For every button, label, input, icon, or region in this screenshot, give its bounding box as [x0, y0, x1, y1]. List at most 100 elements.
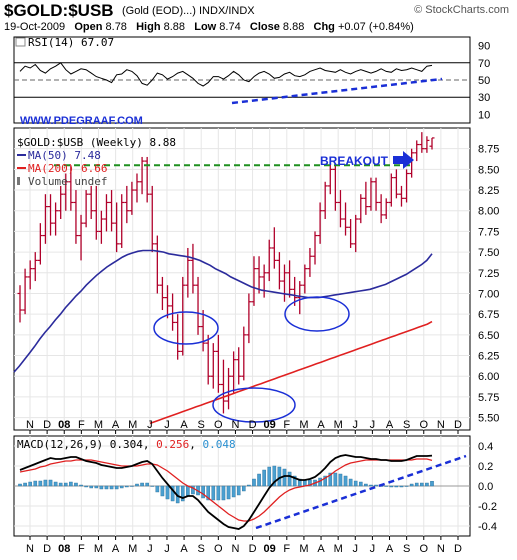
- price-bar: [414, 140, 420, 162]
- quote-line: 19-Oct-2009 Open 8.78 High 8.88 Low 8.74…: [4, 21, 414, 33]
- macd-hist-bar: [89, 485, 94, 489]
- close-label: Close: [249, 21, 280, 33]
- macd-hist-bar: [236, 485, 241, 496]
- x-tick-label: N: [437, 543, 445, 555]
- x-axis-bottom: N D 08 F M A M J J A S O N D 09 F M A M J J A S O N D: [26, 536, 462, 555]
- rsi-line: [19, 62, 433, 87]
- x-tick-label: M: [299, 543, 308, 555]
- macd-hist-bar: [358, 481, 363, 487]
- price-bar: [281, 264, 287, 302]
- macd-hist-bar: [369, 484, 373, 487]
- macd-hist-bar: [84, 485, 88, 488]
- macd-hist-bar: [404, 485, 409, 487]
- price-bar: [83, 190, 89, 228]
- price-bar: [419, 132, 425, 153]
- price-tick-label: 7.25: [478, 268, 499, 280]
- x-tick-label: D: [249, 543, 257, 555]
- macd-hist-bar: [63, 482, 68, 487]
- price-bar: [165, 285, 171, 319]
- price-bar: [129, 181, 135, 215]
- price-panel: BREAKOUT WWW.PDEGRAAF.COM $GOLD:$USB (We…: [13, 115, 499, 431]
- macd-label-prefix: MACD(12,26,9): [17, 438, 103, 451]
- x-tick-label: D: [43, 543, 51, 555]
- x-tick-label: S: [198, 419, 205, 431]
- macd-hist-bar: [18, 483, 22, 487]
- macd-hist-bar: [130, 485, 134, 487]
- price-bar: [236, 347, 242, 385]
- price-bar: [251, 256, 257, 306]
- price-bar: [159, 276, 165, 311]
- x-tick-label: M: [128, 543, 137, 555]
- price-tick-label: 6.25: [478, 351, 499, 363]
- macd-hist-bar: [94, 485, 99, 489]
- price-tick-label: 8.50: [478, 164, 499, 176]
- macd-tick-label: 0.2: [478, 461, 493, 473]
- macd-hist-bar: [145, 482, 149, 487]
- macd-hist-bar: [394, 485, 399, 488]
- legend-ma200: MA(200) 6.66: [28, 162, 107, 175]
- website-label: WWW.PDEGRAAF.COM: [20, 115, 143, 127]
- rsi-legend-swatch: [15, 37, 26, 47]
- rsi-tick-label: 30: [478, 92, 490, 104]
- brand-credit: © StockCharts.com: [414, 4, 509, 16]
- macd-hist-bar: [409, 483, 414, 487]
- x-tick-label: M: [128, 419, 137, 431]
- price-tick-label: 6.50: [478, 330, 499, 342]
- macd-hist-bar: [389, 485, 394, 488]
- rsi-trendline: [231, 77, 443, 105]
- x-tick-label: A: [317, 543, 325, 555]
- macd-hist-bar: [201, 485, 205, 499]
- x-tick-label: 08: [58, 543, 70, 555]
- price-bar: [53, 202, 59, 236]
- macd-hist-bar: [277, 466, 282, 487]
- price-tick-label: 7.00: [478, 288, 499, 300]
- high-value: 8.88: [163, 21, 186, 33]
- price-bar: [220, 359, 226, 414]
- price-bar: [409, 148, 415, 178]
- breakout-arrow-icon: [393, 151, 414, 169]
- x-tick-label: M: [94, 543, 103, 555]
- symbol-title: $GOLD:$USB: [4, 1, 114, 20]
- price-bar: [271, 227, 277, 269]
- price-bar: [256, 256, 262, 294]
- rsi-tick-label: 70: [478, 58, 490, 70]
- breakout-label: BREAKOUT: [320, 154, 389, 168]
- legend-main: $GOLD:$USB (Weekly) 8.88: [17, 136, 176, 149]
- macd-hist-bar: [374, 484, 378, 487]
- price-bar: [103, 194, 109, 232]
- macd-hist-bar: [257, 473, 261, 487]
- x-tick-label: A: [317, 419, 325, 431]
- price-bar: [368, 177, 374, 211]
- macd-hist-bar: [364, 483, 368, 487]
- price-bar: [404, 169, 410, 203]
- x-tick-label: A: [386, 543, 394, 555]
- price-bar: [17, 285, 23, 323]
- macd-hist-bar: [308, 479, 312, 487]
- macd-hist-bar: [430, 481, 434, 487]
- price-bar: [149, 185, 155, 253]
- chg-value: +0.07 (+0.84%): [337, 21, 414, 33]
- price-axis: 8.75 8.50 8.25 8.00 7.75 7.50 7.25 7.00 6.75 6.50…: [478, 144, 499, 425]
- macd-hist-bar: [23, 482, 27, 487]
- macd-panel: MACD(12,26,9) 0.304, 0.256, 0.048 0.4 0.2…: [13, 435, 497, 537]
- price-bar: [261, 264, 267, 298]
- price-bar: [322, 181, 328, 220]
- price-bar: [378, 194, 384, 224]
- price-bar: [241, 326, 247, 381]
- price-bar: [332, 165, 338, 211]
- x-tick-label: A: [112, 419, 120, 431]
- x-tick-label: N: [437, 419, 445, 431]
- macd-hist-bar: [48, 479, 53, 487]
- macd-hist-bar: [211, 485, 216, 501]
- macd-hist-bar: [348, 478, 353, 487]
- macd-hist-bar: [262, 469, 266, 487]
- price-bar: [287, 260, 293, 298]
- macd-hist-bar: [384, 485, 389, 487]
- price-bar: [88, 185, 94, 220]
- price-bar: [231, 351, 237, 393]
- x-tick-label: S: [403, 419, 410, 431]
- x-tick-label: D: [454, 419, 462, 431]
- chg-label: Chg: [313, 21, 335, 33]
- low-label: Low: [194, 21, 217, 33]
- x-tick-label: D: [454, 543, 462, 555]
